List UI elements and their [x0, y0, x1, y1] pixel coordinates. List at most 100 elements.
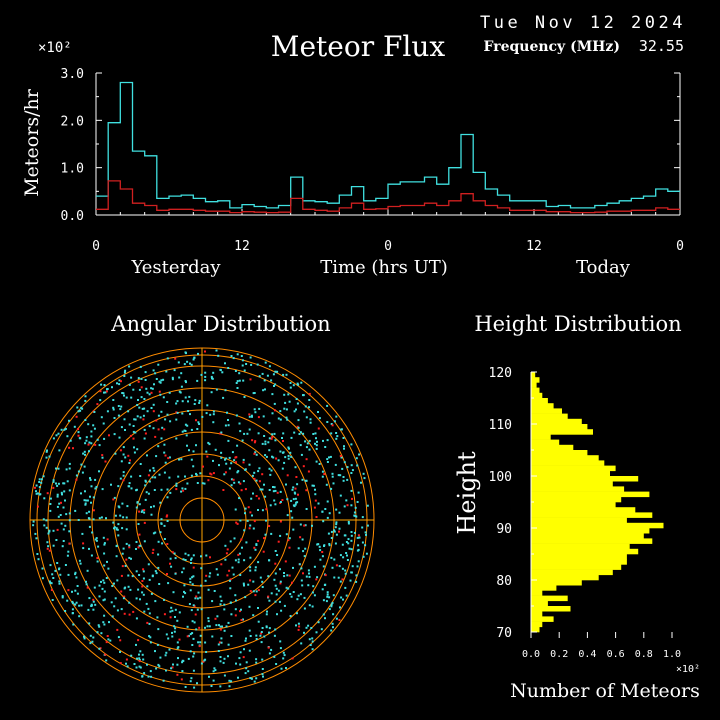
angular-point-underdense [257, 589, 260, 592]
angular-point [98, 470, 100, 473]
angular-point [154, 570, 157, 573]
angular-point [83, 450, 86, 453]
angular-point [317, 411, 319, 413]
angular-point-underdense [271, 436, 274, 439]
angular-point [119, 514, 122, 517]
angular-point [252, 580, 255, 583]
angular-point [223, 608, 226, 611]
angular-point [61, 595, 64, 598]
angular-point [193, 621, 196, 624]
height-bar [531, 491, 650, 498]
angular-point [124, 369, 127, 372]
angular-point [181, 487, 184, 490]
angular-point [181, 571, 184, 574]
height-x-tick-label: 0.4 [578, 649, 596, 660]
angular-point [323, 545, 325, 547]
angular-point-underdense [138, 660, 141, 663]
angular-point [340, 456, 343, 459]
angular-point [38, 481, 41, 483]
angular-point [249, 524, 252, 527]
angular-point [188, 395, 191, 398]
angular-point [244, 512, 246, 515]
angular-point [144, 498, 147, 501]
angular-point [303, 607, 306, 610]
angular-point [157, 414, 160, 417]
angular-point [288, 537, 291, 540]
angular-point [148, 578, 151, 581]
angular-point [306, 442, 309, 445]
angular-point [84, 502, 87, 505]
angular-point [102, 579, 105, 582]
angular-point [350, 531, 353, 533]
angular-point [103, 552, 106, 555]
angular-point [41, 577, 44, 580]
angular-point [148, 635, 151, 638]
angular-point [270, 469, 273, 472]
angular-point [353, 511, 356, 514]
angular-point [238, 379, 241, 382]
height-bar [531, 533, 644, 539]
angular-point [235, 599, 237, 602]
angular-point [200, 608, 203, 611]
angular-point [219, 595, 222, 598]
height-x-tick-label: 0.8 [635, 649, 653, 660]
angular-point [127, 485, 130, 488]
angular-point [183, 429, 186, 432]
angular-point [68, 467, 71, 470]
angular-point [244, 468, 247, 471]
angular-point [302, 432, 305, 435]
angular-point [196, 608, 199, 611]
angular-point [366, 504, 369, 507]
angular-point [247, 670, 250, 673]
angular-point [321, 475, 324, 478]
angular-point [85, 512, 88, 515]
angular-point [154, 372, 157, 375]
angular-point [88, 547, 90, 550]
angular-point [322, 520, 325, 523]
angular-point [126, 665, 129, 668]
angular-point [191, 644, 194, 646]
angular-point-underdense [174, 357, 177, 360]
angular-point [218, 464, 220, 467]
angular-point [136, 415, 139, 418]
angular-point [257, 620, 260, 623]
angular-point [335, 508, 338, 511]
angular-point [220, 456, 223, 459]
angular-point [139, 598, 141, 601]
angular-point [143, 672, 146, 675]
angular-point-underdense [207, 479, 210, 482]
height-title: Height Distribution [474, 312, 681, 336]
angular-point [184, 475, 186, 478]
angular-point [347, 522, 350, 525]
angular-point [149, 641, 152, 644]
angular-point [265, 613, 268, 616]
angular-point [67, 550, 70, 553]
angular-point [312, 433, 315, 435]
angular-point [58, 582, 61, 585]
angular-point [100, 416, 103, 419]
angular-point [292, 486, 295, 489]
angular-point [178, 376, 181, 379]
angular-point [155, 667, 158, 670]
angular-point [364, 544, 367, 547]
angular-point [328, 596, 331, 599]
height-bar [531, 382, 537, 388]
angular-point [356, 549, 359, 552]
angular-point-underdense [244, 488, 247, 491]
angular-point [143, 511, 146, 514]
angular-point [239, 651, 242, 654]
angular-point [189, 362, 191, 365]
flux-y-multiplier: ×10² [38, 40, 72, 56]
angular-point-underdense [202, 465, 204, 468]
flux-y-tick-label: 0.0 [61, 209, 84, 224]
angular-point [95, 537, 98, 540]
angular-point [49, 564, 52, 567]
angular-point [169, 610, 172, 613]
angular-point [177, 657, 179, 660]
angular-point [147, 563, 150, 566]
angular-point [116, 579, 119, 582]
angular-point [299, 593, 302, 596]
angular-point [169, 420, 172, 423]
angular-point [252, 590, 255, 593]
angular-point [270, 532, 273, 535]
